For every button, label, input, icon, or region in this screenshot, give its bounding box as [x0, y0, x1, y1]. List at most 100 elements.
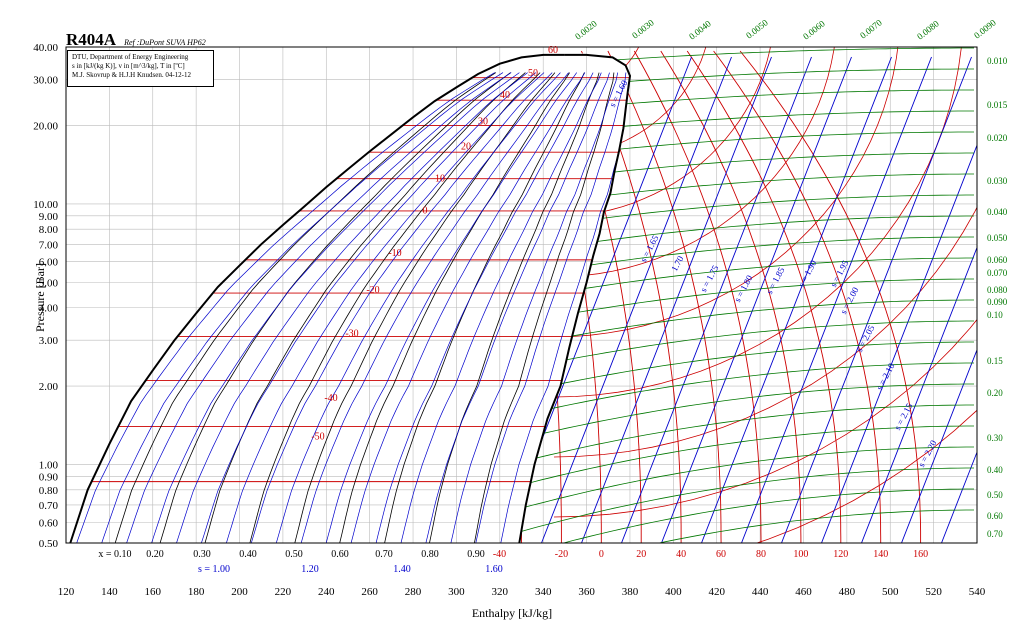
superheat-temp-label: 160 [913, 549, 928, 560]
superheat-temp-label: 80 [756, 549, 766, 560]
volume-label-top: 0.0050 [744, 17, 770, 40]
volume-label-right: 0.50 [987, 490, 1003, 500]
volume-label-right: 0.090 [987, 297, 1008, 307]
superheat-temp-label: 0 [599, 549, 604, 560]
saturation-dome [69, 53, 632, 544]
quality-label: 0.70 [375, 549, 393, 560]
chart-title-block: R404A Ref :DuPont SUVA HP62 [66, 30, 206, 50]
volume-label-right: 0.050 [987, 233, 1008, 243]
quality-label: 0.60 [331, 549, 349, 560]
volume-label-right: 0.040 [987, 207, 1008, 217]
isochore [519, 47, 974, 83]
entropy-label-vapor: s = 1.75 [698, 263, 721, 294]
x-tick-label: 540 [969, 586, 986, 598]
x-tick-label: 220 [275, 586, 292, 598]
quality-label: 0.50 [285, 549, 303, 560]
volume-label-top: 0.0090 [972, 17, 998, 40]
isochore [519, 173, 974, 233]
x-tick-label: 180 [188, 586, 205, 598]
isentrope [519, 56, 692, 543]
isentrope-two-phase [350, 72, 586, 543]
volume-label-top: 0.0080 [915, 18, 941, 41]
y-tick-label: 20.00 [33, 120, 58, 132]
x-tick-label: 460 [795, 586, 812, 598]
isochore [519, 446, 974, 543]
volume-label-top: 0.0030 [630, 17, 656, 40]
isentrope-two-phase [76, 72, 495, 543]
x-tick-label: 360 [578, 586, 595, 598]
entropy-label-vapor: s = 1.65 [638, 233, 661, 264]
isochore [519, 110, 974, 158]
y-tick-label: 4.00 [39, 303, 59, 315]
isochore [519, 425, 974, 533]
volume-label-top: 0.0040 [687, 18, 713, 41]
volume-label-right: 0.080 [987, 285, 1008, 295]
x-tick-label: 440 [752, 586, 769, 598]
quality-label: 0.40 [239, 549, 257, 560]
x-tick-label: 300 [448, 586, 465, 598]
entropy-label-vapor: s = 2.20 [916, 438, 939, 469]
superheat-temp-label: -20 [555, 549, 568, 560]
isochore [519, 131, 974, 183]
isotherm-label: 0 [423, 205, 428, 216]
volume-label-right: 0.10 [987, 310, 1003, 320]
volume-label-right: 0.010 [987, 56, 1008, 66]
isotherm-label: -20 [366, 285, 379, 296]
volume-label-right: 0.15 [987, 356, 1003, 366]
y-tick-label: 0.70 [39, 500, 59, 512]
isochore [519, 509, 974, 543]
volume-label-right: 0.060 [987, 255, 1008, 265]
entropy-label-bottom: 1.40 [393, 564, 411, 575]
quality-line [114, 72, 497, 543]
grid [65, 46, 978, 544]
entropy-label-vapor: s = 1.85 [764, 265, 787, 296]
y-tick-label: 3.00 [39, 335, 59, 347]
saturated-vapor-line [518, 53, 632, 544]
isochore [519, 47, 974, 58]
isotherm-arc [553, 47, 775, 218]
isentrope-two-phase [101, 72, 504, 543]
isochore [519, 215, 974, 283]
info-box: DTU, Department of Energy Engineering s … [67, 50, 214, 87]
superheat-temp-label: 100 [793, 549, 808, 560]
isentrope-two-phase [450, 72, 619, 543]
y-tick-label: 6.00 [39, 257, 59, 269]
isotherm-label: -30 [345, 328, 358, 339]
isotherm-arc [553, 47, 964, 398]
isentrope-two-phase [325, 72, 577, 543]
saturated-liquid-line [69, 53, 565, 544]
isentrope-two-phase [126, 72, 512, 543]
x-tick-label: 120 [58, 586, 75, 598]
isochore [519, 278, 974, 358]
isentrope [701, 56, 892, 543]
isentrope [581, 56, 772, 543]
x-tick-label: 340 [535, 586, 552, 598]
y-tick-label: 0.80 [39, 485, 59, 497]
isotherm-label: 10 [435, 173, 445, 184]
isochore [519, 341, 974, 433]
volume-label-right: 0.60 [987, 511, 1003, 521]
isentrope [941, 56, 977, 543]
info-line-2: s in [kJ/(kg K)], v in [m^3/kg], T in [º… [72, 62, 185, 70]
isentrope-two-phase [176, 72, 528, 543]
x-tick-label: 200 [231, 586, 248, 598]
y-tick-label: 7.00 [39, 239, 59, 251]
isochore [519, 152, 974, 208]
isotherm-arc [553, 47, 977, 518]
isotherm-arc [553, 47, 977, 458]
plot-frame [65, 46, 978, 544]
isotherm-arc [553, 47, 649, 98]
volume-label-right: 0.015 [987, 100, 1008, 110]
axes: 120 140 160 180 200 220 240 260 280 300 320 340 360 3… [33, 42, 986, 598]
volume-label-right: 0.070 [987, 268, 1008, 278]
isentrope [741, 56, 932, 543]
isochore [519, 257, 974, 333]
isochore [519, 362, 974, 458]
quality-line [249, 72, 541, 543]
info-line-3: M.J. Skovrup & H.J.H Knudsen. 04-12-12 [72, 71, 191, 79]
reference-text: Ref :DuPont SUVA HP62 [124, 38, 206, 47]
superheat-temp-label: 140 [873, 549, 888, 560]
isentrope-two-phase [151, 72, 520, 543]
isentrope-two-phase [275, 72, 561, 543]
